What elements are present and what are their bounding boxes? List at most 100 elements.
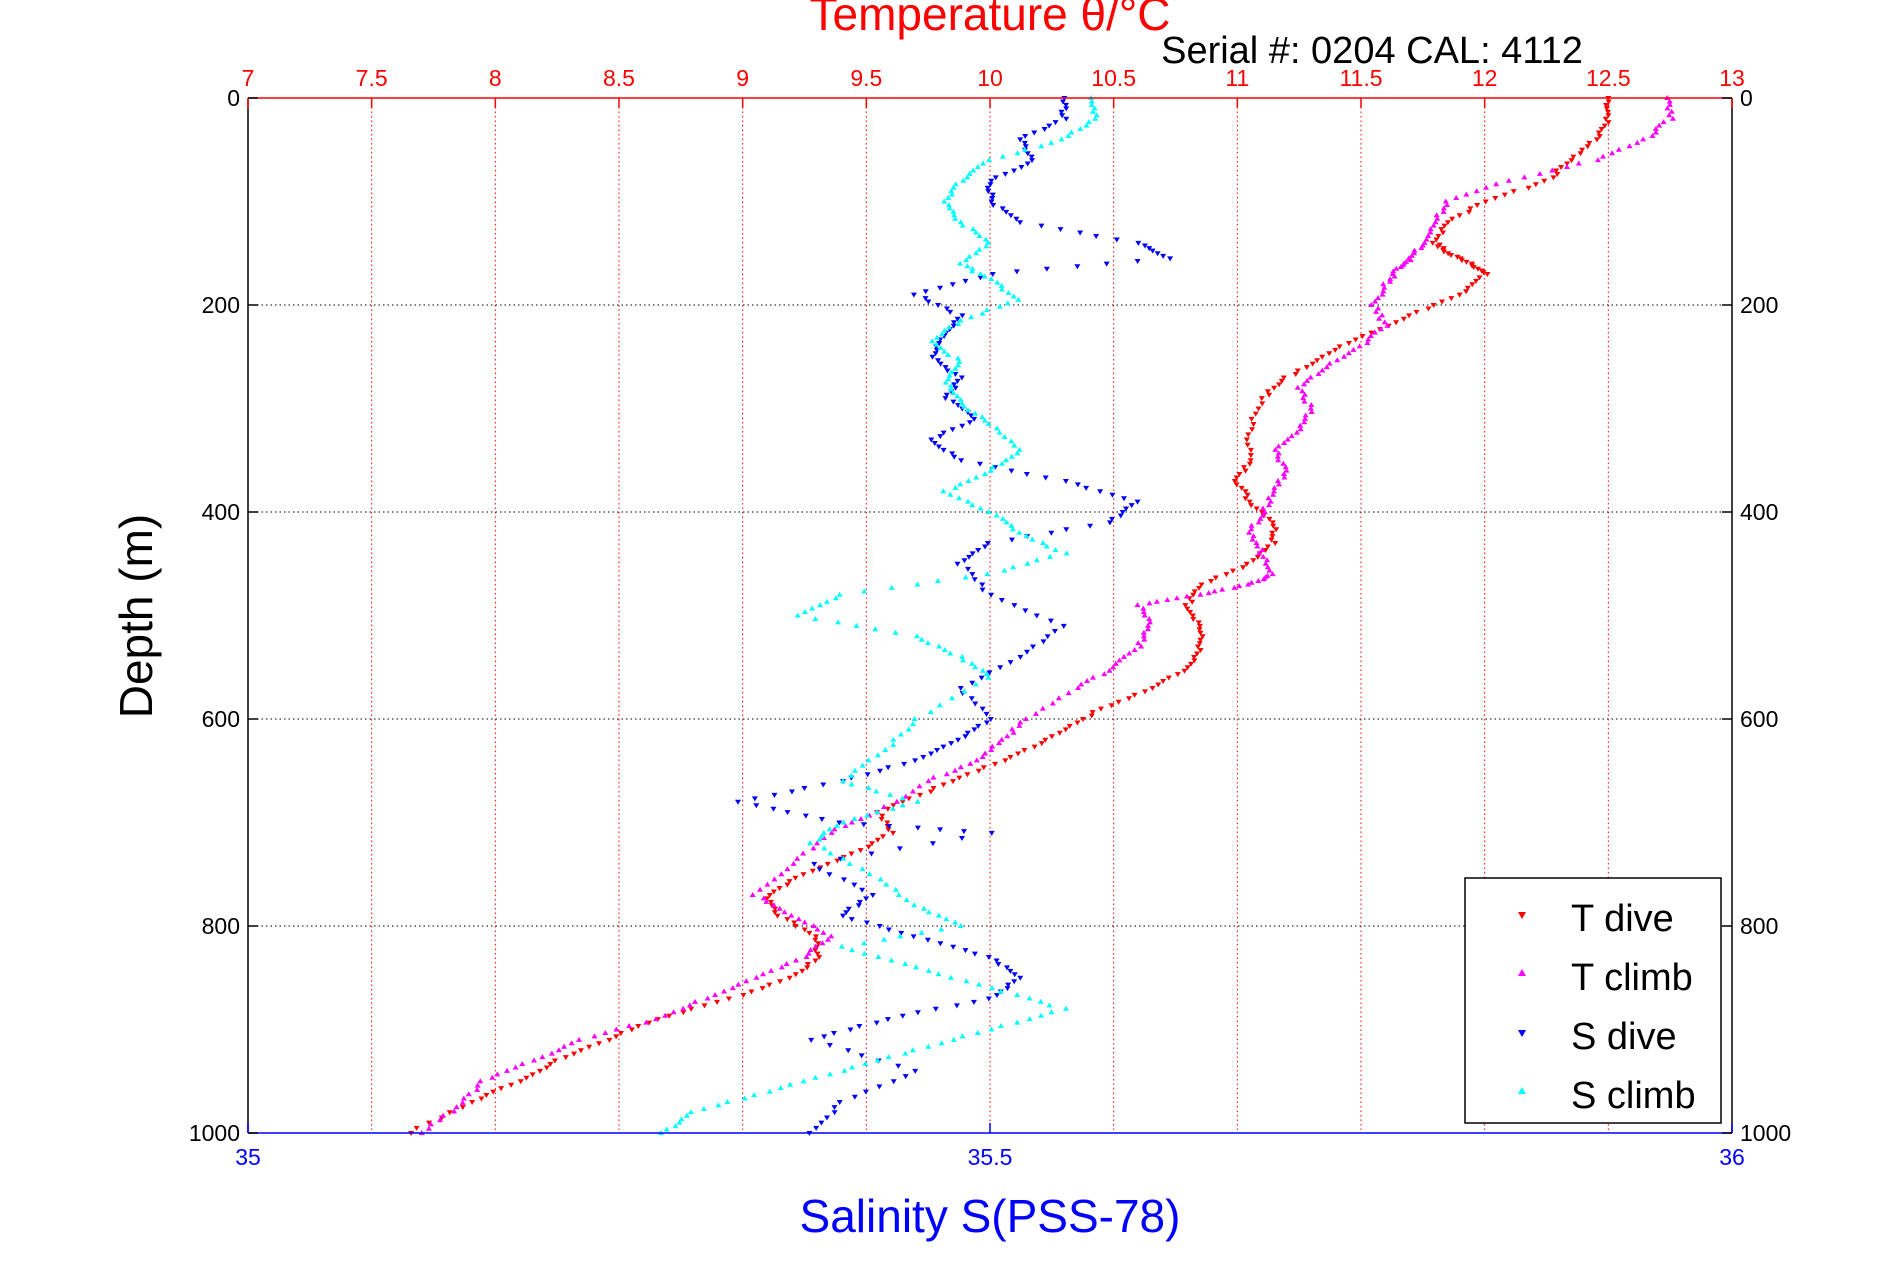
data-point: [1120, 653, 1127, 659]
data-point: [771, 876, 778, 882]
data-point: [1440, 208, 1447, 214]
data-point: [943, 771, 950, 777]
data-point: [815, 941, 822, 947]
data-point: [884, 1017, 891, 1023]
data-point: [920, 905, 927, 911]
data-point: [802, 813, 809, 819]
data-point: [778, 964, 785, 970]
data-point: [936, 340, 943, 346]
serial-cal-label: Serial #: 0204 CAL: 4112: [1161, 30, 1583, 72]
data-point: [958, 458, 965, 464]
data-point: [729, 985, 736, 991]
data-point: [998, 286, 1005, 292]
data-point: [792, 924, 799, 929]
data-point: [1467, 206, 1474, 212]
data-point: [680, 1010, 687, 1016]
data-point: [1062, 1005, 1069, 1011]
data-point: [1640, 136, 1647, 142]
data-point: [1058, 136, 1065, 142]
data-point: [1666, 112, 1673, 118]
data-point: [1602, 116, 1609, 122]
data-point: [1521, 174, 1528, 180]
data-point: [969, 660, 976, 666]
top-tick-label: 12.5: [1586, 65, 1631, 91]
data-point: [1341, 353, 1348, 359]
data-point: [1057, 227, 1064, 233]
data-point: [914, 633, 921, 639]
data-point: [1167, 256, 1174, 262]
data-point: [626, 1023, 633, 1029]
data-point: [766, 982, 773, 988]
data-point: [498, 1086, 505, 1092]
data-point: [477, 1078, 484, 1084]
data-point: [951, 382, 958, 388]
data-point: [1268, 537, 1275, 543]
y-tick-label-left: 200: [202, 292, 240, 318]
data-point: [967, 760, 974, 766]
data-point: [932, 1006, 939, 1012]
data-point: [1493, 181, 1500, 187]
data-point: [924, 937, 931, 943]
data-point: [568, 1040, 575, 1046]
data-point: [1062, 102, 1069, 108]
data-point: [814, 926, 821, 932]
data-point: [902, 1050, 909, 1056]
data-point: [1435, 234, 1442, 239]
data-point: [955, 355, 962, 361]
data-point: [591, 1033, 598, 1039]
data-point: [1271, 484, 1278, 490]
data-point: [884, 806, 891, 812]
data-point: [1541, 178, 1548, 184]
data-point: [1187, 610, 1194, 616]
data-point: [860, 822, 867, 828]
data-point: [1052, 546, 1059, 552]
data-point: [1244, 442, 1251, 448]
data-point: [1191, 589, 1198, 595]
data-point: [966, 420, 973, 426]
data-point: [751, 796, 758, 802]
data-point: [971, 951, 978, 957]
top-tick-label: 7.5: [356, 65, 388, 91]
data-point: [1272, 541, 1279, 547]
data-point: [810, 923, 817, 928]
data-point: [1595, 130, 1602, 136]
data-point: [1024, 161, 1031, 167]
y-tick-label-left: 1000: [189, 1120, 240, 1146]
data-point: [1017, 137, 1024, 143]
data-point: [813, 1125, 820, 1131]
data-point: [1262, 547, 1269, 553]
data-point: [831, 826, 838, 832]
data-point: [1393, 265, 1400, 271]
data-point: [1309, 361, 1316, 367]
data-point: [970, 167, 977, 173]
legend-box: [1464, 877, 1722, 1124]
data-point: [1106, 667, 1113, 673]
data-point: [1294, 384, 1301, 390]
data-point: [1211, 588, 1218, 594]
data-point: [1266, 392, 1273, 398]
data-point: [1656, 122, 1663, 128]
data-point: [1605, 120, 1612, 126]
data-point: [1440, 205, 1447, 211]
data-point: [809, 605, 816, 611]
data-point: [950, 320, 957, 326]
data-point: [1003, 209, 1010, 215]
data-point: [1093, 234, 1100, 239]
data-point: [1198, 582, 1205, 588]
data-point: [927, 789, 934, 795]
data-point: [1501, 192, 1508, 198]
data-point: [960, 657, 967, 663]
data-point: [1088, 98, 1095, 104]
data-point: [1077, 230, 1084, 236]
data-point: [896, 846, 903, 852]
data-point: [1126, 650, 1133, 656]
data-point: [551, 1058, 558, 1064]
data-point: [945, 352, 952, 358]
data-point: [982, 750, 989, 756]
data-point: [1022, 144, 1029, 150]
data-point: [1568, 158, 1575, 164]
data-point: [1088, 713, 1095, 719]
data-point: [1308, 408, 1315, 414]
data-point: [1443, 201, 1450, 207]
data-point: [517, 1079, 524, 1085]
